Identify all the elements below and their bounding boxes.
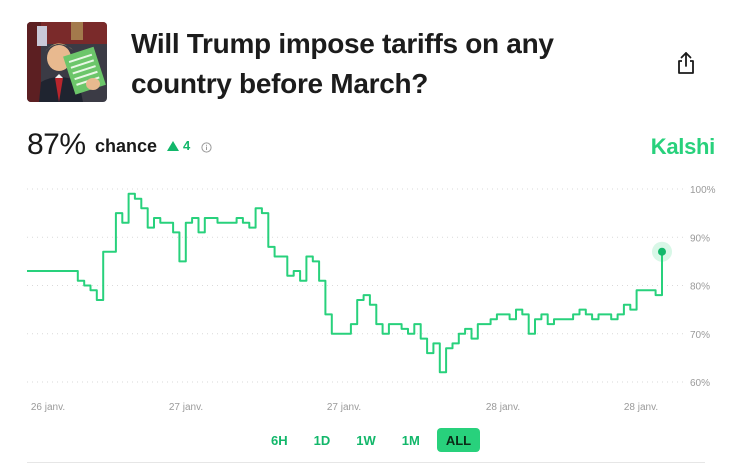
range-button-all[interactable]: ALL [436,428,481,452]
y-tick-label: 70% [690,330,710,341]
x-tick-label: 27 janv. [327,402,361,413]
probability-chart: 100% 90% 80% 70% 60% 26 janv. 27 janv. 27 janv… [27,185,716,413]
market-title: Will Trump impose tariffs on any country… [131,28,554,99]
x-axis-ticks: 26 janv. 27 janv. 27 janv. 28 janv. 28 janv. [31,402,658,413]
x-tick-label: 28 janv. [624,402,658,413]
range-button-1m[interactable]: 1M [393,428,429,452]
time-range-selector: 6H 1D 1W 1M ALL [262,428,481,452]
change-indicator: 4 [167,138,190,153]
x-tick-label: 27 janv. [169,402,203,413]
range-button-1w[interactable]: 1W [347,428,385,452]
x-tick-label: 28 janv. [486,402,520,413]
brand-logo[interactable]: Kalshi [650,134,716,159]
y-tick-label: 100% [690,185,716,196]
end-point [658,247,666,256]
range-button-1d[interactable]: 1D [305,428,340,452]
info-icon[interactable] [201,140,212,153]
x-tick-label: 26 janv. [31,402,65,413]
y-tick-label: 90% [690,233,710,244]
series-line [27,192,663,374]
share-icon[interactable] [674,50,698,76]
chart-grid [27,188,684,383]
market-image [27,22,107,102]
y-tick-label: 60% [690,378,710,389]
probability-value: 87% [27,128,86,161]
y-axis-ticks: 100% 90% 80% 70% 60% [690,185,716,389]
range-button-6h[interactable]: 6H [262,428,297,452]
divider [27,462,705,463]
up-triangle-icon [167,140,179,151]
change-value: 4 [183,138,191,153]
y-tick-label: 80% [690,282,710,293]
chance-label: chance [95,136,158,156]
market-photo [27,22,107,102]
